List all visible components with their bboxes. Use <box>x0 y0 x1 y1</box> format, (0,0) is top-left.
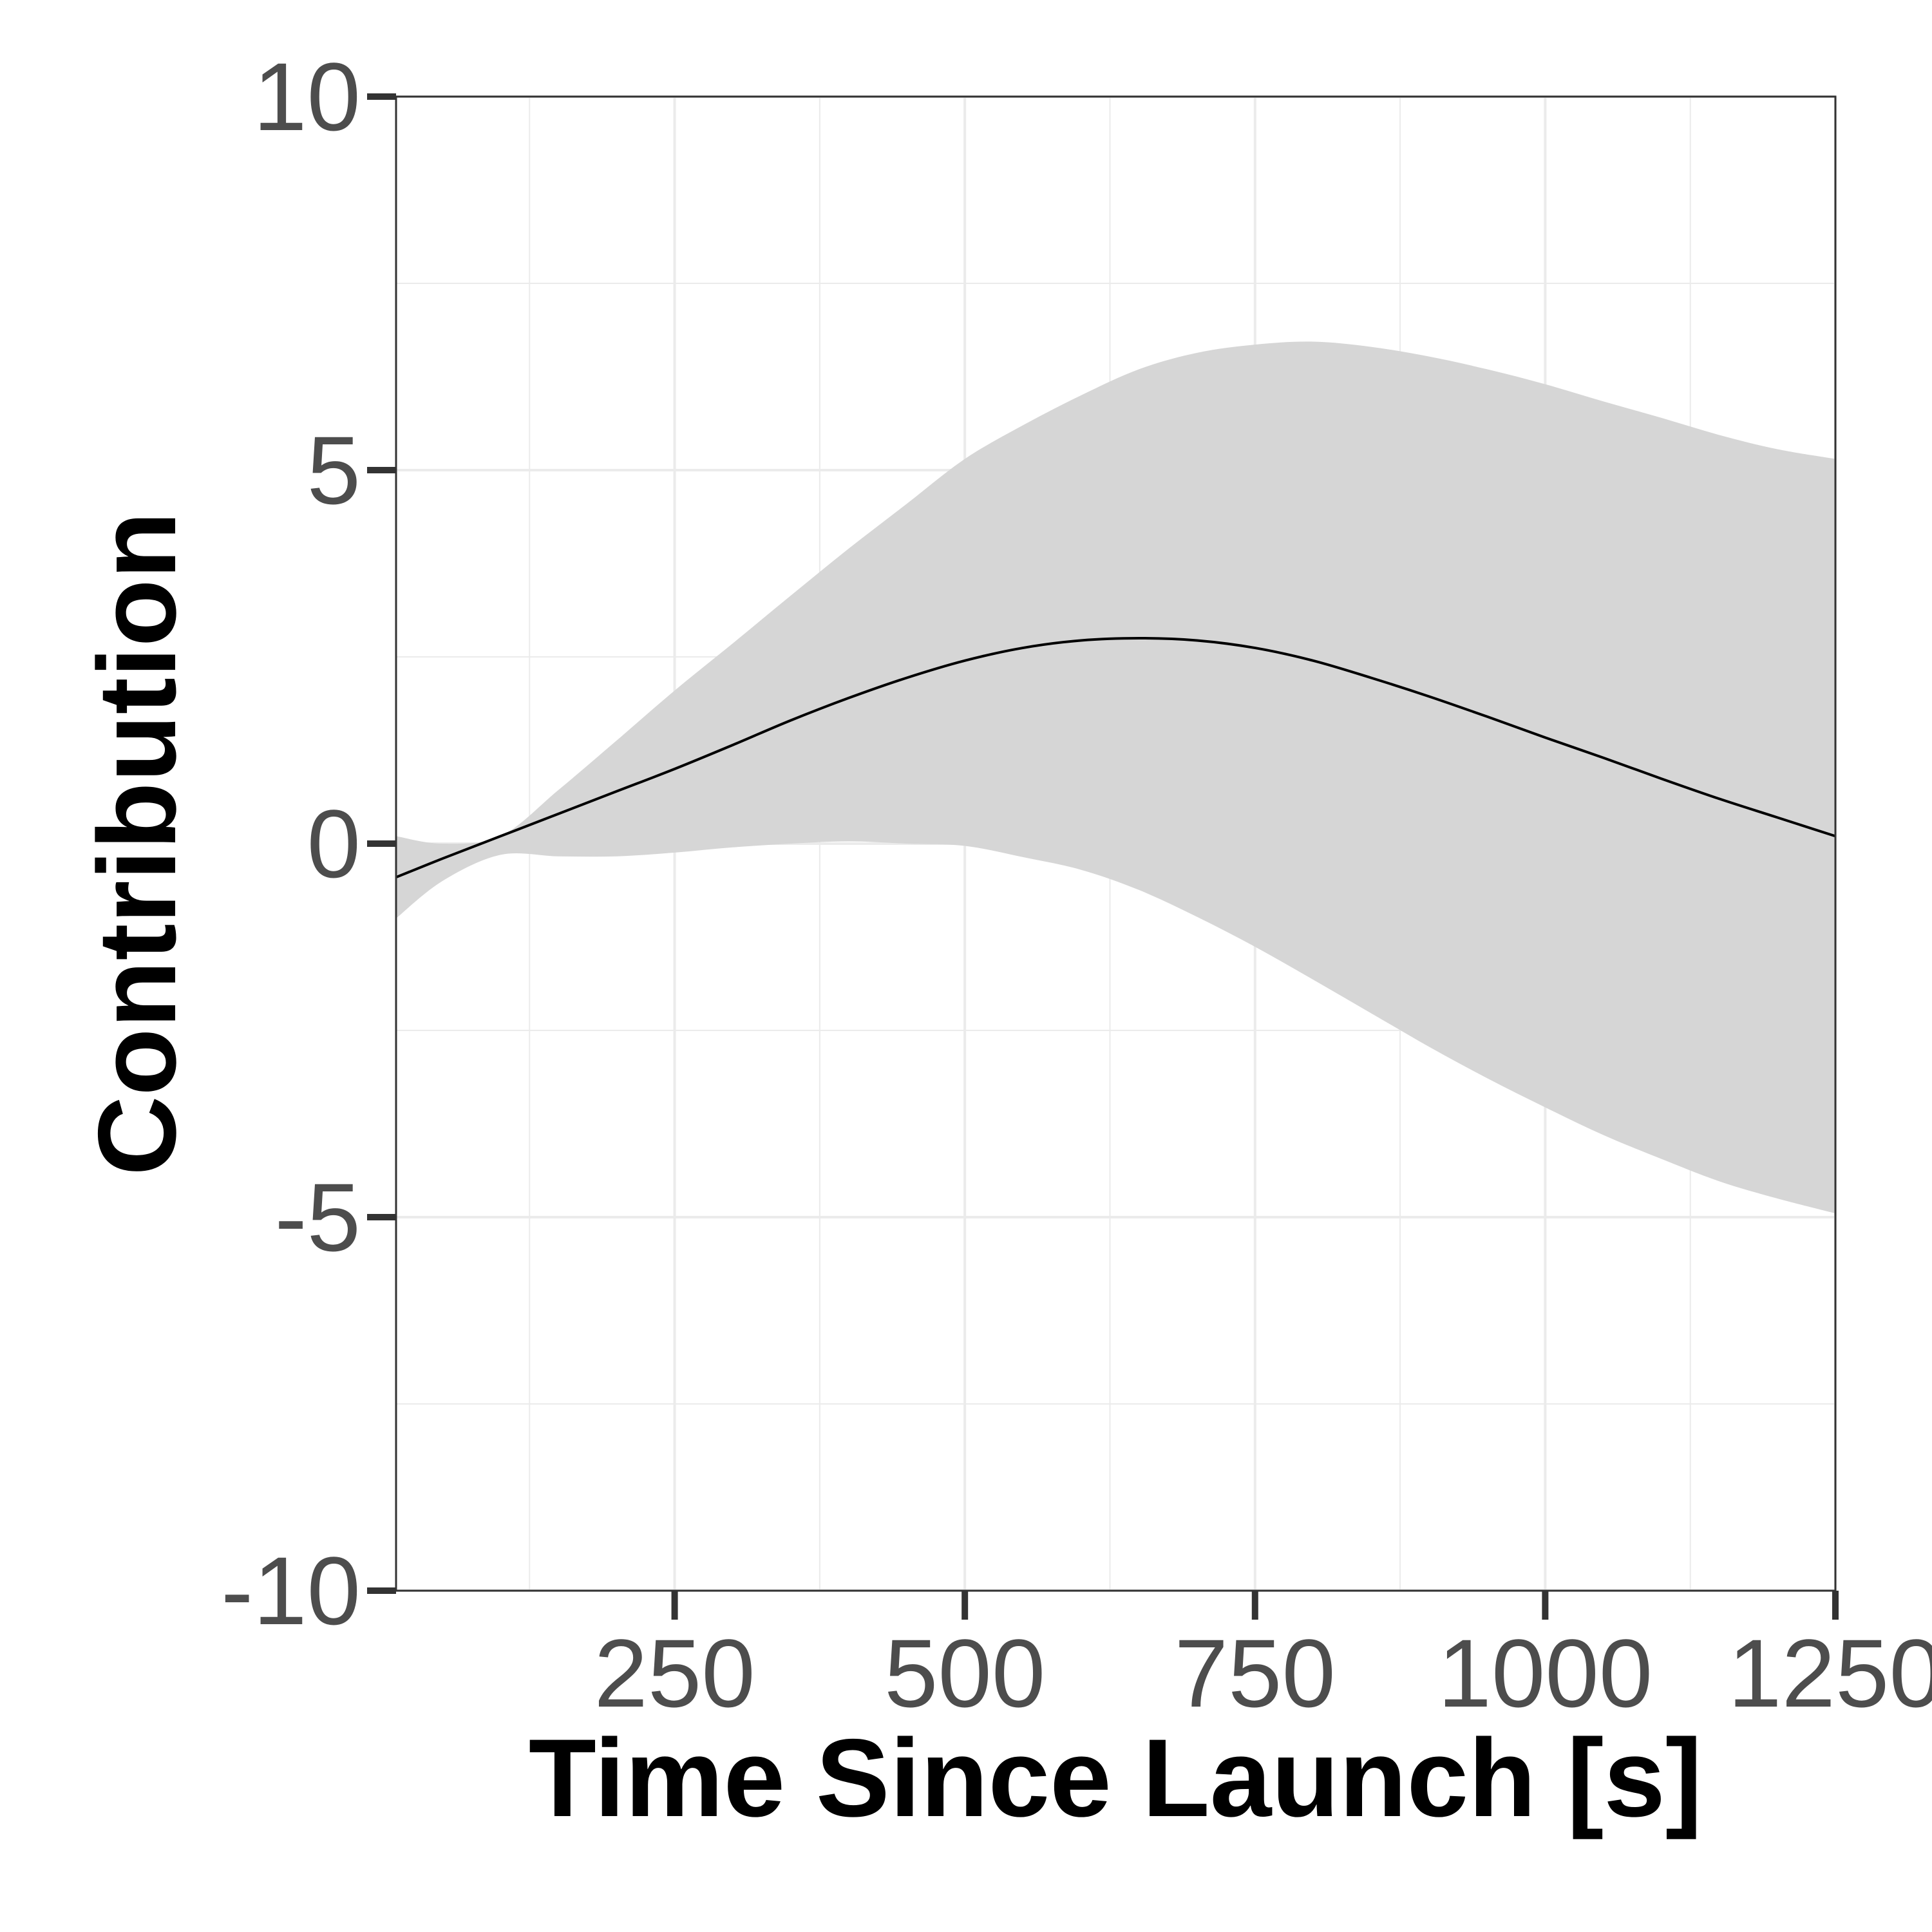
x-tick-label: 1250 <box>1728 1619 1932 1727</box>
y-axis-title: Contribution <box>75 511 199 1176</box>
y-tick-label: -5 <box>275 1163 361 1271</box>
x-tick-label: 1000 <box>1438 1619 1653 1727</box>
x-tick-label: 250 <box>594 1619 755 1727</box>
y-tick-label: 0 <box>307 790 361 898</box>
y-tick-label: 10 <box>253 43 361 151</box>
confidence-band <box>396 341 1835 1214</box>
y-tick-label: -10 <box>221 1537 361 1645</box>
x-axis-title: Time Since Launch [s] <box>529 1716 1702 1840</box>
x-axis-ticks: 250 500 750 1000 1250 <box>594 1591 1932 1727</box>
x-tick-label: 500 <box>884 1619 1045 1727</box>
x-tick-label: 750 <box>1175 1619 1336 1727</box>
y-tick-label: 5 <box>307 416 361 524</box>
series-line <box>395 636 1836 879</box>
y-axis-ticks: -10 -5 0 5 10 <box>221 43 396 1645</box>
